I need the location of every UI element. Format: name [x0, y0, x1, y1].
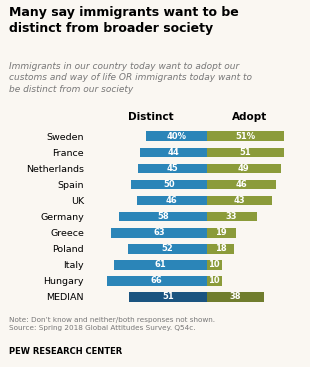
Bar	[207, 244, 234, 254]
Text: 19: 19	[215, 228, 227, 237]
Text: 40%: 40%	[166, 132, 186, 141]
Bar	[146, 131, 207, 141]
Text: 44: 44	[167, 148, 179, 157]
Bar	[207, 276, 222, 286]
Bar	[114, 259, 207, 269]
Bar	[131, 179, 207, 189]
Text: 50: 50	[163, 180, 175, 189]
Bar	[207, 164, 281, 174]
Text: Adopt: Adopt	[232, 112, 267, 122]
Text: 18: 18	[215, 244, 226, 253]
Bar	[119, 211, 207, 222]
Text: 51%: 51%	[235, 132, 255, 141]
Bar	[128, 244, 207, 254]
Bar	[139, 164, 207, 174]
Text: 52: 52	[162, 244, 173, 253]
Bar	[111, 228, 207, 237]
Text: Distinct: Distinct	[128, 112, 173, 122]
Bar	[129, 292, 207, 302]
Bar	[207, 211, 257, 222]
Text: 66: 66	[151, 276, 162, 285]
Text: 38: 38	[230, 292, 241, 301]
Bar	[207, 179, 277, 189]
Bar	[107, 276, 207, 286]
Text: 51: 51	[162, 292, 174, 301]
Bar	[207, 228, 236, 237]
Text: 61: 61	[155, 260, 166, 269]
Text: PEW RESEARCH CENTER: PEW RESEARCH CENTER	[9, 347, 122, 356]
Text: 49: 49	[238, 164, 250, 173]
Text: 51: 51	[240, 148, 251, 157]
Text: Note: Don’t know and neither/both responses not shown.
Source: Spring 2018 Globa: Note: Don’t know and neither/both respon…	[9, 317, 215, 331]
Text: Immigrants in our country today want to adopt our
customs and way of life OR imm: Immigrants in our country today want to …	[9, 62, 252, 94]
Text: 10: 10	[208, 260, 220, 269]
Bar	[207, 292, 264, 302]
Bar	[140, 148, 207, 157]
Bar	[137, 196, 207, 206]
Text: 33: 33	[226, 212, 237, 221]
Text: 43: 43	[233, 196, 245, 205]
Text: 46: 46	[166, 196, 178, 205]
Text: 10: 10	[208, 276, 220, 285]
Text: Many say immigrants want to be
distinct from broader society: Many say immigrants want to be distinct …	[9, 6, 239, 34]
Text: 63: 63	[153, 228, 165, 237]
Bar	[207, 148, 284, 157]
Text: 46: 46	[236, 180, 247, 189]
Text: 45: 45	[167, 164, 179, 173]
Text: 58: 58	[157, 212, 169, 221]
Bar	[207, 196, 272, 206]
Bar	[207, 131, 284, 141]
Bar	[207, 259, 222, 269]
